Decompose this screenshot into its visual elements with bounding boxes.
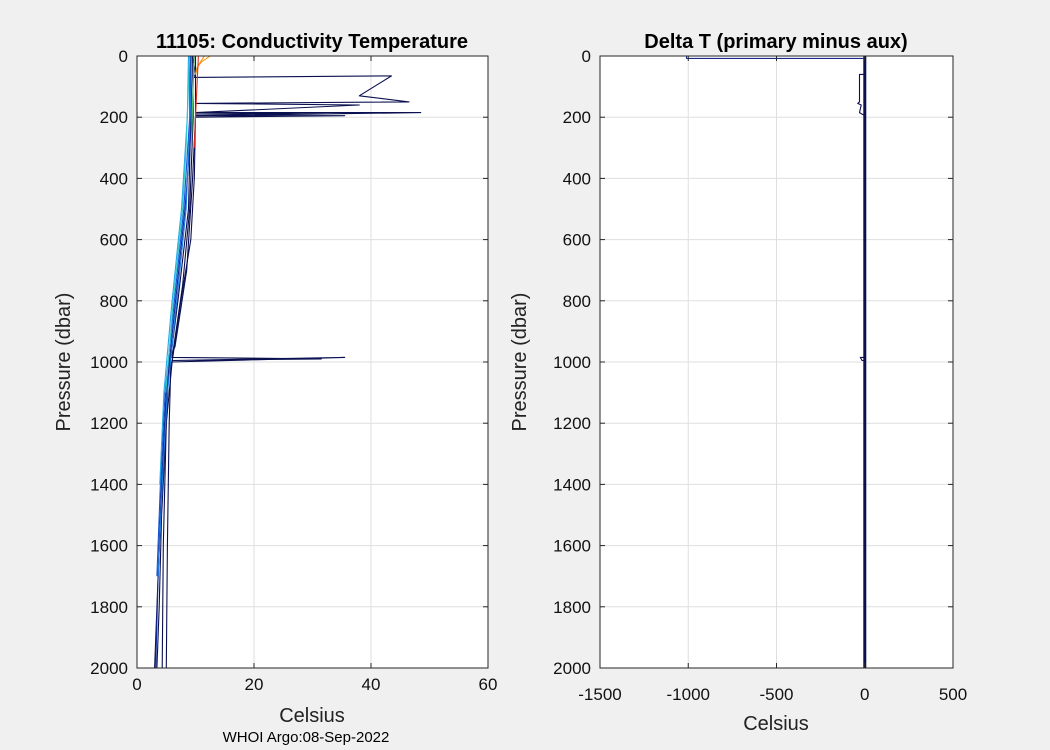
temperature-x-tick-label: 0 (132, 675, 141, 694)
temperature-y-tick-label: 400 (100, 169, 128, 188)
temperature-y-tick-label: 1200 (90, 414, 128, 433)
temperature-y-tick-label: 200 (100, 108, 128, 127)
temperature-x-axis-label: Celsius (279, 705, 345, 727)
delta-x-tick-label: -500 (759, 685, 793, 704)
temperature-y-tick-label: 1400 (90, 475, 128, 494)
delta-y-tick-label: 0 (582, 47, 591, 66)
delta-y-tick-label: 600 (563, 231, 591, 250)
temperature-series-profile-7 (157, 55, 192, 577)
temperature-panel: 0 20 40 60020040060080010001200140016001800… (53, 31, 497, 727)
delta-y-tick-label: 1600 (553, 537, 591, 556)
delta-y-tick-label: 1000 (553, 353, 591, 372)
temperature-y-tick-label: 1600 (90, 537, 128, 556)
temperature-y-tick-label: 1800 (90, 598, 128, 617)
temperature-series-profile-9 (165, 55, 191, 393)
temperature-x-tick-label: 60 (479, 675, 498, 694)
delta-panel: -1500 -1000 -500 0 500 0 200 400 600 800 1000 1200 1… (509, 31, 967, 735)
delta-y-tick-label: 1400 (553, 475, 591, 494)
delta-x-tick-label: -1000 (667, 685, 710, 704)
temperature-series-profile-13 (193, 55, 199, 148)
delta-series-delta-4 (859, 356, 865, 362)
delta-x-tick-label: 500 (939, 685, 967, 704)
temperature-y-tick-label: 0 (119, 47, 128, 66)
temperature-series-profile-10 (190, 55, 195, 148)
delta-y-tick-label: 200 (563, 108, 591, 127)
temperature-ticks: 0 20 40 60020040060080010001200140016001800… (90, 47, 497, 694)
temperature-y-tick-label: 2000 (90, 659, 128, 678)
delta-x-tick-label: -1500 (578, 685, 621, 704)
delta-y-axis-label: Pressure (dbar) (509, 293, 531, 432)
delta-y-tick-label: 1200 (553, 414, 591, 433)
delta-x-axis-label: Celsius (743, 713, 809, 735)
delta-x-tick-label: 0 (860, 685, 869, 704)
temperature-y-tick-label: 600 (100, 231, 128, 250)
temperature-y-axis-label: Pressure (dbar) (53, 293, 75, 432)
temperature-y-tick-label: 1000 (90, 353, 128, 372)
delta-y-tick-label: 800 (563, 292, 591, 311)
temperature-x-tick-label: 40 (362, 675, 381, 694)
footer-credit: WHOI Argo:08-Sep-2022 (223, 729, 390, 746)
temperature-series-profile-3 (165, 55, 346, 669)
delta-series-delta-3 (857, 73, 866, 117)
delta-y-tick-label: 2000 (553, 659, 591, 678)
temperature-series-group (154, 55, 422, 669)
delta-chart-title: Delta T (primary minus aux) (644, 31, 907, 53)
delta-y-tick-label: 400 (563, 169, 591, 188)
temperature-series-profile-2 (161, 56, 346, 669)
temperature-y-tick-label: 800 (100, 292, 128, 311)
delta-y-tick-label: 1800 (553, 598, 591, 617)
delta-ticks: -1500 -1000 -500 0 500 0 200 400 600 800 1000 1200 1… (553, 47, 967, 704)
temperature-x-tick-label: 20 (245, 675, 264, 694)
temperature-chart-title: 11105: Conductivity Temperature (156, 31, 468, 53)
